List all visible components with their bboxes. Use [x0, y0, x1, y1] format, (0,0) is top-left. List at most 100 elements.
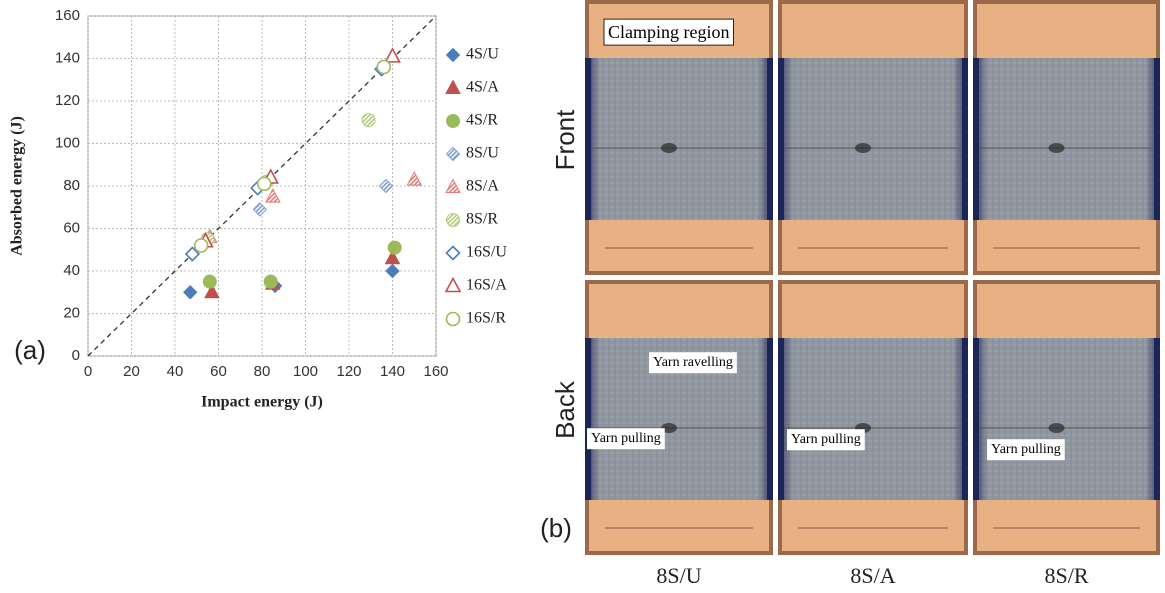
data-point	[385, 263, 400, 279]
scatter-chart: 0 20 40 60 80 100 120 140 160 0 20 40 60 80 100 120 140 1…	[55, 7, 449, 380]
clamp-band	[977, 500, 1156, 551]
x-tick-label: 160	[423, 363, 448, 380]
legend-label: 16S/R	[466, 310, 506, 327]
y-tick-label: 60	[63, 219, 80, 236]
x-tick-label: 40	[167, 363, 184, 380]
data-point	[263, 274, 278, 289]
specimen-photo	[585, 280, 773, 555]
legend-marker	[444, 276, 462, 293]
annotation: Yarn ravelling	[653, 355, 733, 370]
panel-label: (a)	[14, 335, 46, 365]
annotation: Yarn pulling	[591, 431, 661, 446]
clamp-band	[977, 284, 1156, 338]
data-point	[252, 202, 268, 217]
impact-point	[855, 143, 871, 153]
data-point	[256, 176, 272, 192]
specimen-photo	[778, 280, 968, 555]
x-tick-label: 100	[293, 363, 318, 380]
legend-marker	[445, 146, 461, 162]
clamp-band	[782, 4, 964, 58]
annotation-background	[603, 18, 734, 46]
data-point	[183, 285, 198, 300]
clamp-band	[589, 500, 769, 551]
clamp-band	[589, 284, 769, 338]
fabric-edge	[591, 58, 767, 220]
annotation-background	[787, 429, 865, 451]
y-tick-label: 20	[63, 304, 80, 321]
y-tick-label: 120	[55, 92, 80, 109]
impact-point	[661, 423, 677, 433]
data-point	[376, 59, 392, 75]
specimen-photo	[973, 0, 1160, 275]
clamp-band	[589, 220, 769, 271]
x-tick-label: 0	[84, 363, 92, 380]
data-point	[384, 249, 401, 265]
x-tick-label: 120	[336, 363, 361, 380]
y-tick-label: 100	[55, 134, 80, 151]
clamp-band	[977, 4, 1156, 58]
impact-point	[661, 143, 677, 153]
legend-label: 4S/U	[466, 46, 499, 63]
y-tick-label: 40	[63, 262, 80, 279]
data-point	[384, 47, 401, 63]
legend-marker	[445, 79, 461, 94]
data-point	[387, 240, 402, 255]
clamp-band	[782, 284, 964, 338]
y-tick-label: 80	[63, 177, 80, 194]
fabric-edge	[784, 58, 962, 220]
photo-panel	[585, 0, 1160, 555]
annotation-background	[649, 352, 737, 374]
fabric-edge	[784, 338, 962, 500]
x-tick-label: 60	[210, 363, 227, 380]
column-label: 8S/U	[656, 563, 701, 588]
data-point	[265, 188, 281, 203]
x-tick-label: 80	[254, 363, 271, 380]
annotation: Clamping region	[608, 22, 729, 42]
row-label: Back	[550, 380, 580, 439]
legend-label: 8S/R	[466, 211, 498, 228]
impact-point	[1048, 143, 1065, 153]
specimen-photo	[778, 0, 968, 275]
legend-label: 16S/U	[466, 244, 507, 261]
data-point	[184, 246, 201, 262]
legend-label: 4S/R	[466, 112, 498, 129]
fabric-edge	[979, 58, 1154, 220]
row-label: Front	[550, 109, 580, 170]
data-point	[406, 171, 423, 186]
legend-label: 8S/U	[466, 145, 499, 162]
column-label: 8S/A	[850, 563, 895, 588]
legend-label: 4S/A	[466, 79, 499, 96]
clamp-band	[782, 500, 964, 551]
legend-marker	[445, 47, 461, 63]
x-tick-label: 20	[123, 363, 140, 380]
clamp-band	[977, 220, 1156, 271]
impact-point	[1048, 423, 1065, 433]
legend-label: 16S/A	[466, 277, 507, 294]
y-tick-label: 160	[55, 7, 80, 24]
y-tick-label: 0	[72, 347, 80, 364]
legend-marker	[445, 245, 461, 261]
y-axis-label: Absorbed energy (J)	[9, 116, 26, 256]
annotation: Yarn pulling	[991, 442, 1061, 457]
data-point	[361, 113, 376, 128]
annotation-background	[587, 428, 665, 450]
clamp-band	[782, 220, 964, 271]
x-axis-label: Impact energy (J)	[201, 394, 323, 411]
x-tick-label: 140	[380, 363, 405, 380]
legend-marker	[445, 311, 461, 327]
fabric-edge	[979, 338, 1154, 500]
legend-label: 8S/A	[466, 178, 499, 195]
data-point	[193, 238, 209, 253]
legend-marker	[446, 114, 460, 128]
column-label: 8S/R	[1044, 563, 1088, 588]
data-point	[204, 283, 220, 299]
annotation-background	[987, 439, 1065, 461]
specimen-photo	[973, 280, 1160, 555]
data-point	[202, 274, 217, 289]
y-tick-label: 140	[55, 49, 80, 66]
legend-marker	[445, 178, 461, 193]
legend-marker	[446, 213, 460, 227]
annotation: Yarn pulling	[791, 432, 861, 447]
data-point	[378, 178, 394, 194]
